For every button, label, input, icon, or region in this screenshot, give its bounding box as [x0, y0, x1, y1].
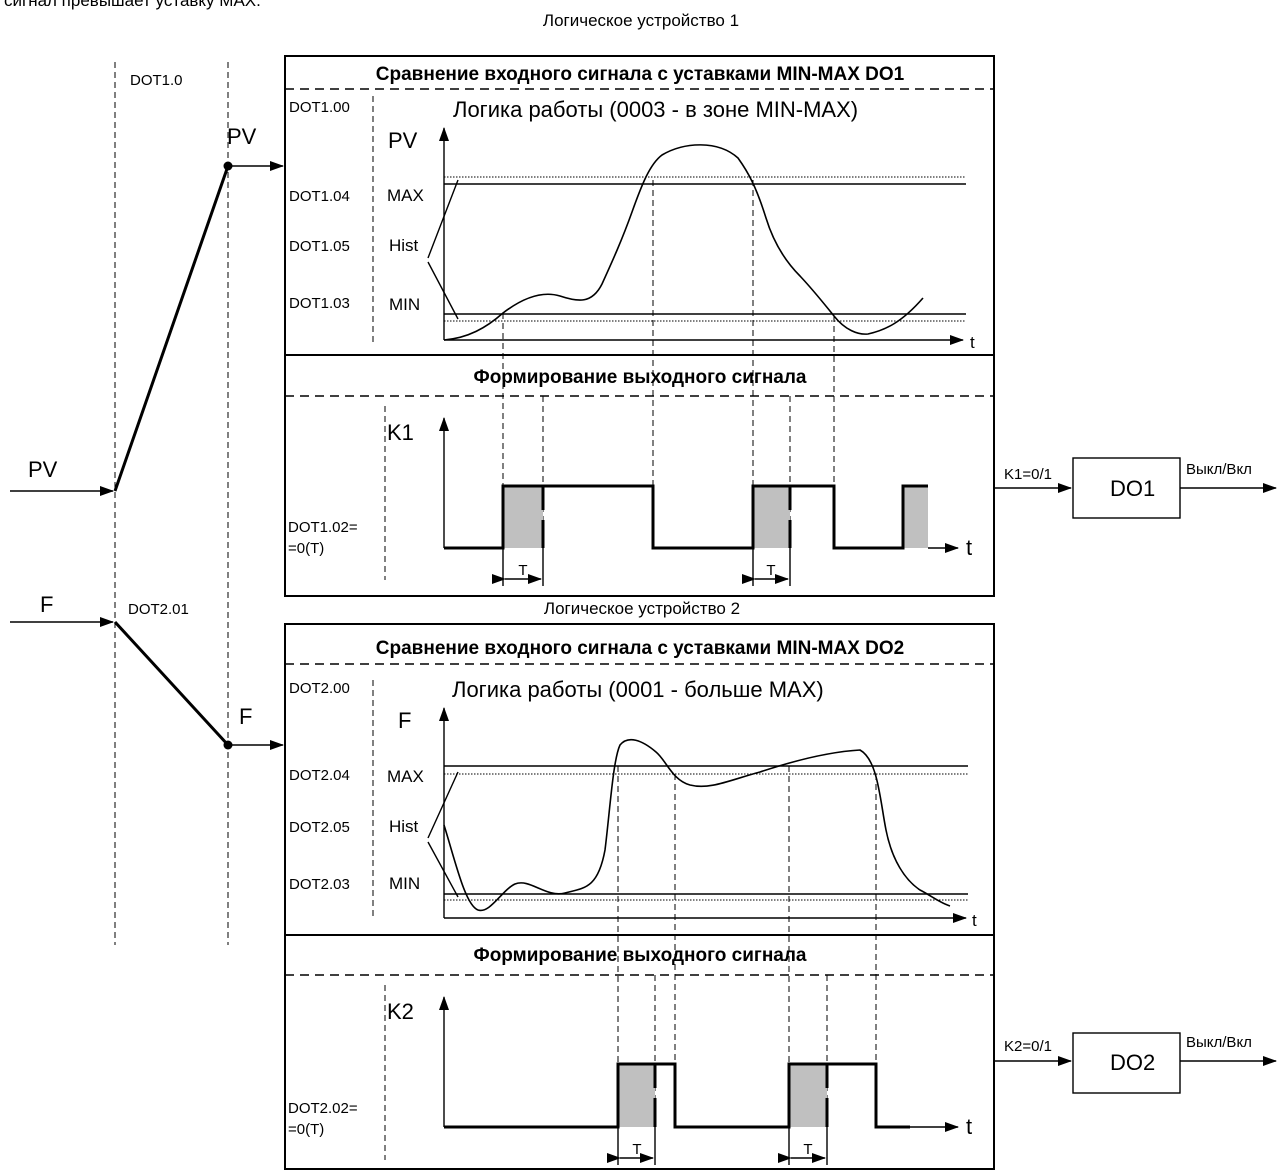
pv-out-label: PV — [227, 124, 257, 149]
device2-hist-pointer-min — [427, 841, 459, 898]
device1-min-label: MIN — [389, 295, 420, 314]
device1-do-block — [1072, 457, 1181, 519]
device2-do-label: DO2 — [1110, 1050, 1155, 1075]
device1-output-heading: Формирование выходного сигнала — [473, 367, 806, 388]
device1-hist-label: Hist — [389, 236, 419, 255]
device2-max-param: DOT2.04 — [289, 767, 350, 784]
device2-output-axis-label: K2 — [387, 999, 414, 1024]
device2-delay-fill-1 — [618, 1064, 655, 1127]
device1-hist-pointer-max — [427, 179, 459, 259]
device2-min-label: MIN — [389, 874, 420, 893]
device1-out-label: Выкл/Вкл — [1186, 461, 1252, 478]
device1-max-label: MAX — [387, 186, 424, 205]
top-cut-text: сигнал превышает уставку MAX. — [4, 0, 261, 10]
device2-logic-text: Логика работы (0001 - больше MAX) — [452, 677, 824, 702]
device2-output-waveform — [444, 1062, 910, 1129]
device1-output-axis-label: K1 — [387, 420, 414, 445]
device2-min-param: DOT2.03 — [289, 876, 350, 893]
device2-x-axis-label: t — [972, 911, 977, 930]
device2-frame — [284, 623, 995, 1170]
device2-logic-param: DOT2.00 — [289, 680, 350, 697]
device1-min-param: DOT1.03 — [289, 295, 350, 312]
device1-logic-text: Логика работы (0003 - в зоне MIN-MAX) — [453, 97, 858, 122]
device1-max-param: DOT1.04 — [289, 188, 350, 205]
device2-delay-param: DOT2.02= — [288, 1100, 358, 1117]
device1-y-axis-label: PV — [388, 128, 418, 153]
device2-link-label: K2=0/1 — [1004, 1038, 1052, 1055]
device1-delay-param: DOT1.02= — [288, 519, 358, 536]
logic-device-1: Логическое устройство 1 Сравнение входно… — [284, 11, 1277, 597]
device1-output-x-label: t — [966, 535, 972, 560]
f-out-label: F — [239, 704, 252, 729]
device1-delay-value: =0(T) — [288, 540, 324, 557]
device1-delay-fill-1 — [503, 486, 543, 548]
device1-t1-label: T — [518, 562, 527, 579]
device2-do-block — [1072, 1032, 1181, 1094]
device1-caption: Логическое устройство 1 — [543, 11, 739, 30]
pv-route-line — [113, 165, 230, 492]
device1-hist-param: DOT1.05 — [289, 238, 350, 255]
device1-hist-pointer-min — [427, 261, 459, 320]
device2-t2-label: T — [803, 1141, 812, 1158]
device2-out-label: Выкл/Вкл — [1186, 1034, 1252, 1051]
device2-delay-fill-2 — [789, 1064, 827, 1127]
device1-frame — [284, 55, 995, 597]
device1-delay-fill-3 — [903, 486, 928, 548]
device1-delay-fill-2 — [753, 486, 790, 548]
device1-signal-curve — [443, 144, 924, 341]
device2-hist-param: DOT2.05 — [289, 819, 350, 836]
device2-delay-value: =0(T) — [288, 1121, 324, 1138]
routing-col2-label: DOT2.01 — [128, 601, 189, 618]
device2-max-label: MAX — [387, 767, 424, 786]
device2-hist-pointer-max — [427, 771, 459, 839]
device1-x-axis-label: t — [970, 333, 975, 352]
device2-caption: Логическое устройство 2 — [544, 599, 740, 618]
device2-y-axis-label: F — [398, 708, 411, 733]
device1-link-label: K1=0/1 — [1004, 466, 1052, 483]
f-route-line — [113, 620, 230, 747]
input-f-label: F — [40, 592, 53, 617]
device2-signal-curve — [443, 738, 951, 912]
input-pv-label: PV — [28, 457, 58, 482]
device2-hist-label: Hist — [389, 817, 419, 836]
routing-area: DOT1.0 DOT2.01 PV PV F F — [10, 62, 284, 945]
routing-col1-label: DOT1.0 — [130, 72, 183, 89]
device2-heading: Сравнение входного сигнала с уставками M… — [376, 638, 904, 659]
device1-do-label: DO1 — [1110, 476, 1155, 501]
device1-logic-param: DOT1.00 — [289, 99, 350, 116]
device2-output-x-label: t — [966, 1114, 972, 1139]
logic-device-2: Логическое устройство 2 Сравнение входно… — [284, 599, 1277, 1170]
device1-output-waveform — [444, 484, 928, 550]
device2-output-heading: Формирование выходного сигнала — [473, 945, 806, 966]
device1-heading: Сравнение входного сигнала с уставками M… — [376, 64, 905, 85]
device2-t1-label: T — [632, 1141, 641, 1158]
device1-t2-label: T — [766, 562, 775, 579]
